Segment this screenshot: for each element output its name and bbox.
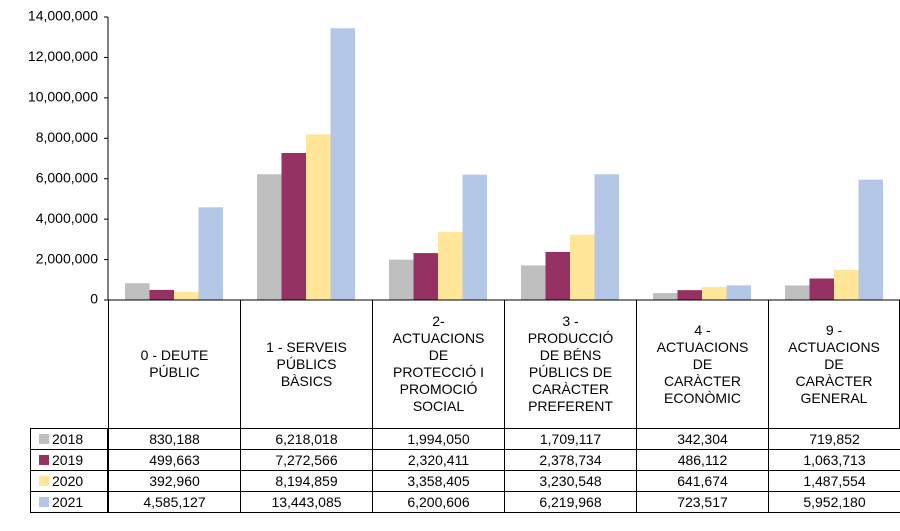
y-tick-label: 6,000,000 [36, 169, 98, 185]
bar [653, 293, 678, 300]
bar [570, 234, 595, 300]
y-tick-label: 4,000,000 [36, 210, 98, 226]
table-cell: 6,218,018 [240, 428, 373, 450]
category-label: 0 - DEUTE PÚBLIC [108, 300, 240, 428]
table-cell: 7,272,566 [240, 449, 373, 471]
table-cell: 719,852 [768, 428, 900, 450]
legend-key [39, 497, 49, 507]
bar [834, 269, 859, 300]
table-cell: 830,188 [108, 428, 241, 450]
bar [281, 152, 306, 300]
table-cell: 1,994,050 [372, 428, 505, 450]
y-tick-label: 10,000,000 [28, 89, 98, 105]
table-cell: 1,063,713 [768, 449, 900, 471]
category-label: 2- ACTUACIONS DE PROTECCIÓ I PROMOCIÓ SO… [372, 300, 504, 428]
y-tick-label: 14,000,000 [28, 8, 98, 24]
bar [702, 287, 727, 300]
bar [726, 285, 751, 300]
legend-label: 2018 [52, 430, 84, 447]
bar [198, 207, 223, 300]
bar [858, 179, 883, 300]
table-cell: 5,952,180 [768, 491, 900, 513]
legend-entry: 2020 [30, 470, 108, 492]
table-cell: 641,674 [636, 470, 769, 492]
bar [438, 232, 463, 300]
table-cell: 342,304 [636, 428, 769, 450]
category-label: 3 - PRODUCCIÓ DE BÉNS PÚBLICS DE CARÀCTE… [504, 300, 636, 428]
table-cell: 1,487,554 [768, 470, 900, 492]
bar [545, 251, 570, 300]
y-tick-label: 0 [90, 291, 98, 307]
legend-key [39, 455, 49, 465]
table-cell: 723,517 [636, 491, 769, 513]
category-label: 4 - ACTUACIONS DE CARÀCTER ECONÒMIC [636, 300, 768, 428]
legend-key [39, 434, 49, 444]
legend-entry: 2019 [30, 449, 108, 471]
y-tick-label: 12,000,000 [28, 48, 98, 64]
table-cell: 2,320,411 [372, 449, 505, 471]
bar [174, 292, 199, 300]
table-cell: 3,358,405 [372, 470, 505, 492]
bar [125, 283, 150, 300]
bar [389, 259, 414, 300]
legend-entry: 2018 [30, 428, 108, 450]
table-cell: 8,194,859 [240, 470, 373, 492]
bar [149, 289, 174, 300]
bar [521, 265, 546, 300]
table-cell: 3,230,548 [504, 470, 637, 492]
legend-label: 2020 [52, 472, 84, 489]
table-cell: 1,709,117 [504, 428, 637, 450]
y-tick-label: 2,000,000 [36, 250, 98, 266]
legend-key [39, 476, 49, 486]
bar [413, 253, 438, 300]
bar [257, 174, 282, 300]
category-label: 9 - ACTUACIONS DE CARÀCTER GENERAL [768, 300, 900, 428]
legend-label: 2019 [52, 451, 84, 468]
bar [809, 278, 834, 300]
table-cell: 2,378,734 [504, 449, 637, 471]
table-cell: 392,960 [108, 470, 241, 492]
table-cell: 13,443,085 [240, 491, 373, 513]
table-cell: 6,200,606 [372, 491, 505, 513]
bar [594, 174, 619, 300]
bar [306, 134, 331, 300]
legend-label: 2021 [52, 493, 84, 510]
legend-entry: 2021 [30, 491, 108, 513]
table-cell: 4,585,127 [108, 491, 241, 513]
y-tick-label: 8,000,000 [36, 129, 98, 145]
bar [462, 174, 487, 300]
category-label: 1 - SERVEIS PÚBLICS BÀSICS [240, 300, 372, 428]
bar [330, 28, 355, 301]
bar [677, 290, 702, 300]
table-cell: 6,219,968 [504, 491, 637, 513]
bar [785, 285, 810, 300]
table-cell: 499,663 [108, 449, 241, 471]
table-cell: 486,112 [636, 449, 769, 471]
